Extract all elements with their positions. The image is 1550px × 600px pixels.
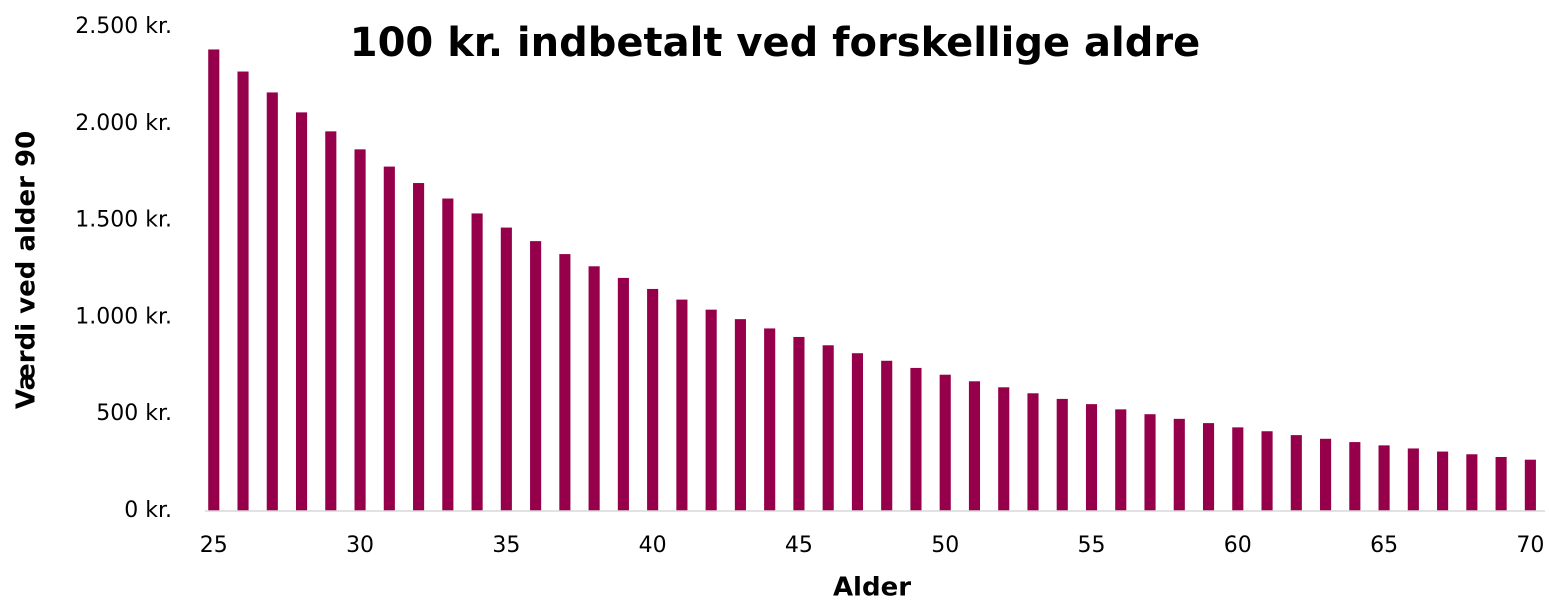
- bar: [1056, 398, 1068, 511]
- x-axis-label: Alder: [833, 573, 911, 600]
- bar: [354, 149, 366, 511]
- bar: [734, 319, 746, 511]
- bar: [1261, 431, 1273, 511]
- y-tick-label: 2.000 kr.: [75, 111, 172, 136]
- bar: [998, 387, 1010, 511]
- bar: [1349, 442, 1361, 511]
- bar: [1115, 409, 1127, 511]
- bar: [266, 92, 278, 511]
- bar: [383, 166, 395, 511]
- bar: [705, 309, 717, 511]
- bar: [647, 288, 659, 511]
- bar: [822, 345, 834, 511]
- bar: [1027, 393, 1039, 511]
- bar: [325, 131, 337, 511]
- bar: [237, 71, 249, 511]
- y-tick-label: 1.000 kr.: [75, 304, 172, 329]
- y-tick-label: 1.500 kr.: [75, 208, 172, 233]
- x-tick-label: 65: [1370, 533, 1398, 558]
- bar: [617, 277, 629, 511]
- x-tick-label: 60: [1224, 533, 1252, 558]
- chart-title: 100 kr. indbetalt ved forskellige aldre: [350, 20, 1200, 66]
- bar: [793, 336, 805, 511]
- bar: [910, 367, 922, 511]
- bar: [1290, 435, 1302, 511]
- bar: [530, 241, 542, 512]
- x-tick-label: 70: [1516, 533, 1544, 558]
- bar: [1232, 427, 1244, 511]
- y-tick-label: 500 kr.: [96, 401, 172, 426]
- bar: [208, 49, 220, 511]
- x-tick-label: 45: [785, 533, 813, 558]
- bar: [1320, 438, 1332, 511]
- bar: [939, 374, 951, 511]
- bar: [968, 381, 981, 511]
- x-tick-label: 35: [492, 533, 520, 558]
- x-tick-label: 50: [931, 533, 959, 558]
- bar: [676, 299, 688, 511]
- bar: [1144, 414, 1156, 511]
- bar: [1524, 459, 1536, 511]
- x-tick-label: 25: [200, 533, 228, 558]
- bar: [588, 266, 600, 511]
- y-tick-label: 2.500 kr.: [75, 14, 172, 39]
- bar: [471, 213, 483, 511]
- bar: [413, 183, 425, 511]
- bar: [559, 254, 571, 511]
- bar: [500, 227, 512, 512]
- bar: [1466, 454, 1478, 511]
- x-tick-label: 55: [1078, 533, 1106, 558]
- bar: [295, 112, 308, 512]
- x-tick-label: 40: [639, 533, 667, 558]
- x-tick-label: 30: [346, 533, 374, 558]
- bar: [851, 353, 864, 511]
- bar: [1202, 423, 1215, 511]
- y-axis-label: Værdi ved alder 90: [12, 131, 42, 409]
- bar: [881, 360, 893, 511]
- bar: [442, 198, 454, 511]
- bar: [1085, 404, 1098, 511]
- bar: [1437, 451, 1449, 511]
- y-tick-label: 0 kr.: [124, 498, 172, 523]
- bar: [1407, 448, 1419, 511]
- bar: [1495, 456, 1507, 511]
- bar: [1173, 418, 1185, 511]
- bar: [764, 328, 776, 511]
- bar: [1378, 445, 1390, 511]
